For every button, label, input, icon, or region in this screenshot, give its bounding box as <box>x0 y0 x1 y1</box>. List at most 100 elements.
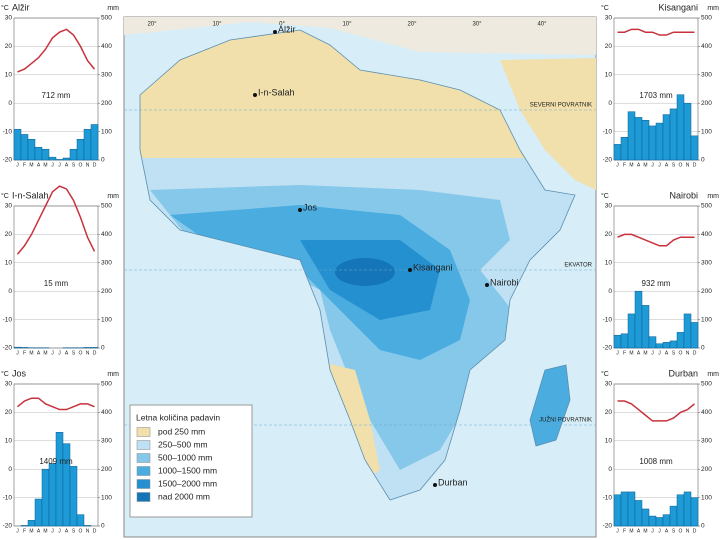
y2-tick-label: 300 <box>101 438 112 445</box>
precipitation-bar <box>620 137 629 161</box>
y-tick-label: 20 <box>5 231 13 238</box>
x-tick-label: M <box>29 528 33 534</box>
y2-tick-label: 400 <box>101 43 112 50</box>
precipitation-bar <box>90 124 99 161</box>
precipitation-bar <box>627 491 636 527</box>
longitude-label: 40° <box>537 22 547 28</box>
x-tick-label: F <box>623 350 626 356</box>
x-tick-label: A <box>637 528 641 534</box>
y-tick-label: -20 <box>3 345 13 352</box>
x-tick-label: N <box>86 528 90 534</box>
precipitation-bar <box>655 343 664 349</box>
temperature-line <box>16 185 96 255</box>
y-tick-label: -20 <box>603 345 613 352</box>
x-tick-label: M <box>43 528 47 534</box>
x-tick-label: M <box>643 162 647 168</box>
precipitation-bar <box>655 517 664 527</box>
precipitation-bar <box>683 313 692 349</box>
legend-label: pod 250 mm <box>158 426 205 436</box>
y2-tick-label: 0 <box>701 523 705 530</box>
x-tick-label: S <box>672 162 676 168</box>
chart-title: Jos <box>12 368 27 378</box>
x-tick-label: O <box>679 162 683 168</box>
x-tick-label: M <box>29 162 33 168</box>
y-tick-label: 0 <box>608 288 612 295</box>
x-tick-label: J <box>658 350 661 356</box>
precipitation-bar <box>648 125 657 161</box>
x-tick-label: J <box>58 162 61 168</box>
x-tick-label: D <box>93 528 97 534</box>
madagascar <box>529 364 571 447</box>
precipitation-bar <box>20 525 29 527</box>
y-tick-label: 0 <box>608 100 612 107</box>
zone <box>335 258 395 286</box>
legend-swatch <box>136 466 151 476</box>
y2-tick-label: 400 <box>101 231 112 238</box>
y-tick-label: 30 <box>5 381 13 388</box>
y2-axis-label: mm <box>707 193 719 200</box>
precipitation-bar <box>662 114 671 161</box>
temperature-line <box>617 28 695 36</box>
precipitation-bar <box>641 508 650 527</box>
y2-tick-label: 200 <box>101 288 112 295</box>
precipitation-bar <box>69 148 78 161</box>
temperature-line <box>617 400 695 422</box>
x-tick-label: D <box>693 350 697 356</box>
y2-axis-label: mm <box>107 5 119 12</box>
y-tick-label: 20 <box>5 43 13 50</box>
y2-tick-label: 200 <box>701 100 712 107</box>
y2-tick-label: 100 <box>701 128 712 135</box>
legend-swatch <box>136 427 151 437</box>
x-tick-label: O <box>679 350 683 356</box>
precipitation-bar <box>690 497 699 527</box>
y2-tick-label: 200 <box>701 466 712 473</box>
city-label: Durban <box>438 477 468 487</box>
temperature-line <box>17 397 95 411</box>
y2-tick-label: 500 <box>701 203 712 210</box>
precipitation-bar <box>76 139 85 161</box>
x-tick-label: J <box>651 350 654 356</box>
city-label: Alžir <box>278 24 296 34</box>
x-tick-label: A <box>665 528 669 534</box>
precipitation-bar <box>48 463 57 527</box>
y2-tick-label: 400 <box>701 231 712 238</box>
precipitation-bar <box>27 520 36 527</box>
precipitation-bar <box>83 525 92 527</box>
y2-tick-label: 300 <box>101 72 112 79</box>
city-label: Kisangani <box>413 262 453 272</box>
annotation: 932 mm <box>642 279 671 288</box>
x-tick-label: S <box>72 350 76 356</box>
city-dot <box>253 93 257 97</box>
city-dot <box>298 208 302 212</box>
city-label: I-n-Salah <box>258 87 295 97</box>
precipitation-bar <box>83 347 92 349</box>
legend-label: 500–1000 mm <box>158 452 212 462</box>
y2-tick-label: 300 <box>701 438 712 445</box>
latitude-label: EKVATOR <box>564 263 592 269</box>
chart-bg <box>0 188 120 364</box>
annotation: 712 mm <box>42 91 71 100</box>
x-tick-label: O <box>79 162 83 168</box>
annotation: 1409 mm <box>39 457 73 466</box>
legend-label: nad 2000 mm <box>158 491 210 501</box>
precipitation-bar <box>676 494 685 527</box>
precipitation-bar <box>669 505 678 527</box>
temperature-line <box>17 28 96 73</box>
y2-tick-label: 0 <box>701 345 705 352</box>
y-tick-label: 10 <box>605 438 613 445</box>
y-axis-label: °C <box>601 370 609 378</box>
y2-tick-label: 0 <box>101 523 105 530</box>
precipitation-bar <box>662 342 671 349</box>
y-tick-label: -10 <box>603 128 613 135</box>
precipitation-bar <box>55 432 64 527</box>
annotation: 1703 mm <box>639 91 673 100</box>
x-tick-label: O <box>79 528 83 534</box>
city-label: Nairobi <box>490 277 519 287</box>
x-tick-label: D <box>93 162 97 168</box>
africa-outline <box>139 29 576 501</box>
y2-axis-label: mm <box>707 5 719 12</box>
city-dot <box>273 30 277 34</box>
x-tick-label: N <box>686 528 690 534</box>
x-tick-label: M <box>643 528 647 534</box>
y-tick-label: 30 <box>605 15 613 22</box>
